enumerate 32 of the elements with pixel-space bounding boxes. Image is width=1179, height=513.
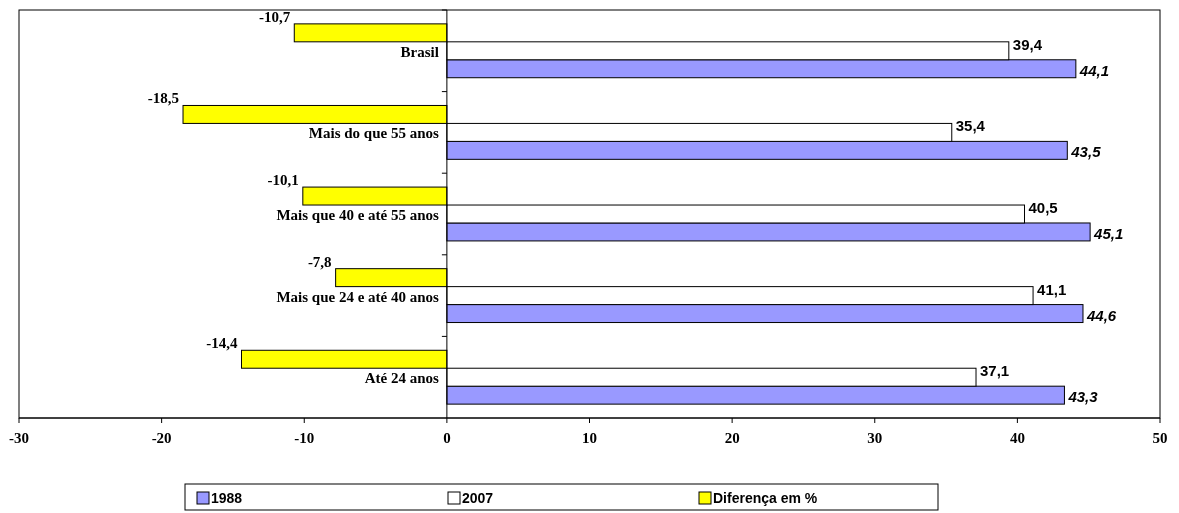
x-tick-label: 30 — [867, 430, 883, 446]
x-tick-label: 40 — [1009, 430, 1025, 446]
x-tick-label: -30 — [9, 430, 29, 446]
legend-label: 2007 — [462, 490, 494, 506]
y-tick-label: Brasil — [400, 43, 439, 60]
x-tick-label: -20 — [151, 430, 172, 446]
data-label: 45,1 — [1093, 224, 1124, 242]
data-label: 40,5 — [1028, 199, 1058, 216]
data-label: 35,4 — [955, 117, 986, 135]
data-label: -10,1 — [267, 172, 299, 189]
x-tick-label: 50 — [1152, 430, 1168, 446]
y-tick-label: Mais do que 55 anos — [308, 125, 440, 142]
x-tick-label: -10 — [294, 430, 315, 446]
data-label: 41,1 — [1037, 280, 1067, 298]
data-label: -18,5 — [147, 90, 180, 107]
data-label: -14,4 — [206, 335, 238, 352]
data-label: -10,7 — [259, 8, 291, 25]
legend-label: 1988 — [211, 490, 243, 506]
data-label: 37,1 — [980, 362, 1010, 380]
data-label: 43,5 — [1070, 143, 1102, 161]
y-tick-label: Mais que 24 e até 40 anos — [276, 288, 440, 305]
x-tick-label: 0 — [443, 430, 451, 446]
y-tick-label: Mais que 40 e até 55 anos — [276, 207, 440, 223]
data-label: 43,3 — [1067, 388, 1099, 406]
data-label: 44,1 — [1078, 61, 1110, 79]
x-tick-label: 10 — [582, 430, 597, 446]
legend-label: Diferença em % — [713, 490, 818, 506]
y-tick-label: Até 24 anos — [364, 370, 440, 387]
x-tick-label: 20 — [724, 430, 740, 446]
data-label: -7,8 — [307, 253, 332, 270]
data-label: 44,6 — [1085, 306, 1117, 324]
data-label: 39,4 — [1012, 35, 1043, 53]
